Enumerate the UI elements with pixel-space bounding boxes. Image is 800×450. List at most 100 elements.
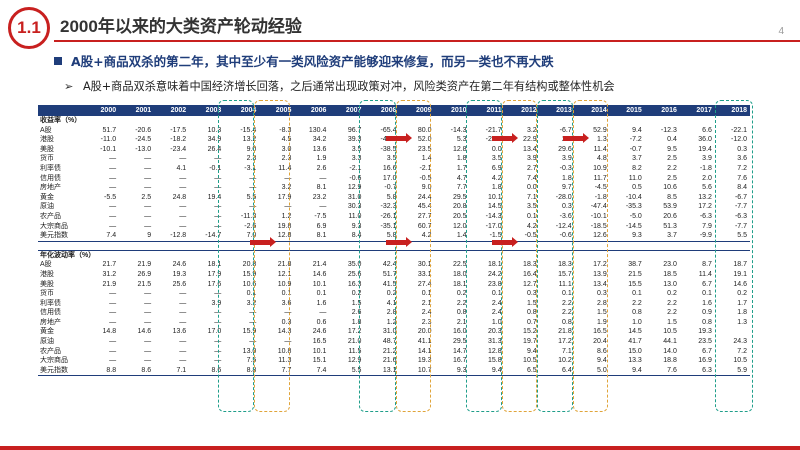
table-cell: -24.5 [135, 136, 152, 144]
highlight-2004 [218, 100, 254, 412]
table-cell: -14.3 [485, 212, 502, 220]
table-cell: -7.7 [734, 203, 747, 211]
table-cell: — [109, 338, 117, 346]
highlight-2014 [573, 100, 608, 412]
table-cell: 30.1 [417, 261, 432, 269]
table-cell: — [284, 309, 292, 317]
table-cell: 2.6 [316, 164, 327, 172]
section-badge: 1.1 [8, 7, 50, 49]
table-cell: 7.4 [526, 174, 537, 182]
table-cell: 1.8 [737, 309, 747, 317]
table-cell: 3.2 [526, 126, 537, 134]
table-row: 大宗商品 — — — — 7.5 11.3 15.1 12.9 21.6 19.3 16.7 15.8 1… [38, 356, 750, 366]
section-title-row: 收益率（%） [38, 114, 750, 126]
table-cell: 1.3 [597, 136, 607, 144]
table-cell: 11.4 [698, 270, 712, 278]
asset-table-container: 2000 2001 2002 2003 2004 2005 2006 2007 2008 2009… [38, 105, 750, 377]
highlight-2011 [466, 100, 502, 412]
table-cell: 9.3 [351, 222, 362, 230]
table-cell: — [109, 222, 117, 230]
table-cell: 1.4 [434, 231, 470, 242]
table-cell: 0.1 [491, 290, 502, 298]
table-cell: 14.6 [137, 328, 152, 336]
table-cell: 5.8 [386, 193, 397, 201]
table-cell: 27.4 [417, 280, 432, 288]
table-cell: 13.4 [523, 145, 537, 153]
table-cell: — [214, 222, 222, 230]
table-cell: -0.6 [349, 174, 362, 182]
table-cell: 0.3 [737, 145, 747, 153]
table-cell: 17.2 [698, 203, 712, 211]
table-row: 信用债 — — — — — — — 2.6 2.8 2.4 0.8 2.4 0.8 2.2 1.5 0.8 2.2… [38, 308, 750, 318]
asset-label: 港股 [40, 136, 54, 144]
table-cell: 44.1 [663, 338, 677, 346]
table-cell: 2.2 [561, 299, 572, 307]
table-cell: — [214, 309, 222, 317]
asset-label: 信用债 [40, 174, 61, 182]
table-cell: — [144, 290, 152, 298]
table-cell: 2.6 [351, 309, 362, 317]
table-cell: — [214, 357, 222, 365]
table-cell: 5.3 [456, 136, 467, 144]
table-cell: 2.5 [667, 174, 677, 182]
table-cell: 12.9 [347, 357, 362, 365]
table-cell: 0.1 [246, 290, 257, 298]
table-cell: 15.9 [242, 328, 257, 336]
table-cell: 21.8 [277, 261, 292, 269]
table-cell: 14.5 [488, 203, 502, 211]
table-cell: 7.2 [737, 164, 747, 172]
table-cell: 19.1 [733, 270, 747, 278]
table-cell: 3.5 [351, 145, 362, 153]
table-row: 美股 -10.1 -13.0 -23.4 26.4 9.0 3.0 13.6 3.5 -38.5 2… [38, 145, 750, 155]
table-cell: 31.3 [488, 338, 502, 346]
asset-label: 大宗商品 [40, 222, 68, 230]
table-cell: 0.8 [456, 309, 467, 317]
table-cell: — [284, 174, 292, 182]
table-cell: 11.7 [593, 174, 607, 182]
year-header: 2007 [329, 105, 365, 116]
table-cell: 0.1 [632, 290, 642, 298]
table-cell: 10.6 [242, 280, 257, 288]
table-cell: 9.4 [526, 347, 537, 355]
table-cell: 6.6 [702, 126, 712, 134]
table-cell: 2.8 [597, 299, 607, 307]
table-row: 货币 — — — — 2.3 2.3 1.9 3.3 3.5 1.4 1.8 3.5 3.9 3.9 4.8 3… [38, 154, 750, 164]
table-cell: 21.6 [382, 357, 397, 365]
table-cell: 2.3 [421, 318, 432, 326]
table-cell: 0.7 [526, 318, 537, 326]
table-cell: 17.2 [558, 338, 572, 346]
table-cell: — [109, 299, 117, 307]
table-row: 美股 21.9 21.5 25.6 17.6 10.6 10.9 10.1 16.3 41.5 27… [38, 280, 750, 290]
table-cell: 12.8 [259, 231, 295, 242]
table-cell: -35.3 [625, 203, 642, 211]
table-cell: — [284, 338, 292, 346]
table-cell: -4.5 [594, 184, 607, 192]
table-cell: 27.7 [417, 212, 432, 220]
table-cell: -12.0 [731, 136, 747, 144]
table-cell: — [214, 347, 222, 355]
table-cell: 1.9 [597, 318, 607, 326]
asset-label: 美股 [40, 145, 54, 153]
table-cell: -0.7 [629, 145, 642, 153]
table-cell: -17.5 [170, 126, 187, 134]
table-cell: 2.1 [421, 299, 432, 307]
table-cell: 14.8 [102, 328, 117, 336]
table-cell: -17.0 [485, 222, 502, 230]
table-cell: -28.0 [555, 193, 572, 201]
table-cell: 26.9 [137, 270, 152, 278]
table-cell: 3.9 [211, 299, 222, 307]
table-cell: 1.8 [561, 174, 572, 182]
table-cell: -12.8 [154, 231, 190, 242]
table-cell: — [109, 309, 117, 317]
table-cell: -15.4 [240, 126, 257, 134]
table-cell: 9.3 [609, 231, 645, 242]
table-cell: 8.7 [702, 261, 712, 269]
table-cell: 15.2 [523, 328, 537, 336]
table-cell: 4.5 [281, 136, 292, 144]
table-cell: 38.7 [628, 261, 642, 269]
table-cell: -65.4 [380, 126, 397, 134]
asset-label: 原油 [40, 203, 54, 211]
table-cell: 0.2 [456, 290, 467, 298]
table-cell: 31.0 [382, 328, 397, 336]
asset-label: 黄金 [40, 193, 54, 201]
